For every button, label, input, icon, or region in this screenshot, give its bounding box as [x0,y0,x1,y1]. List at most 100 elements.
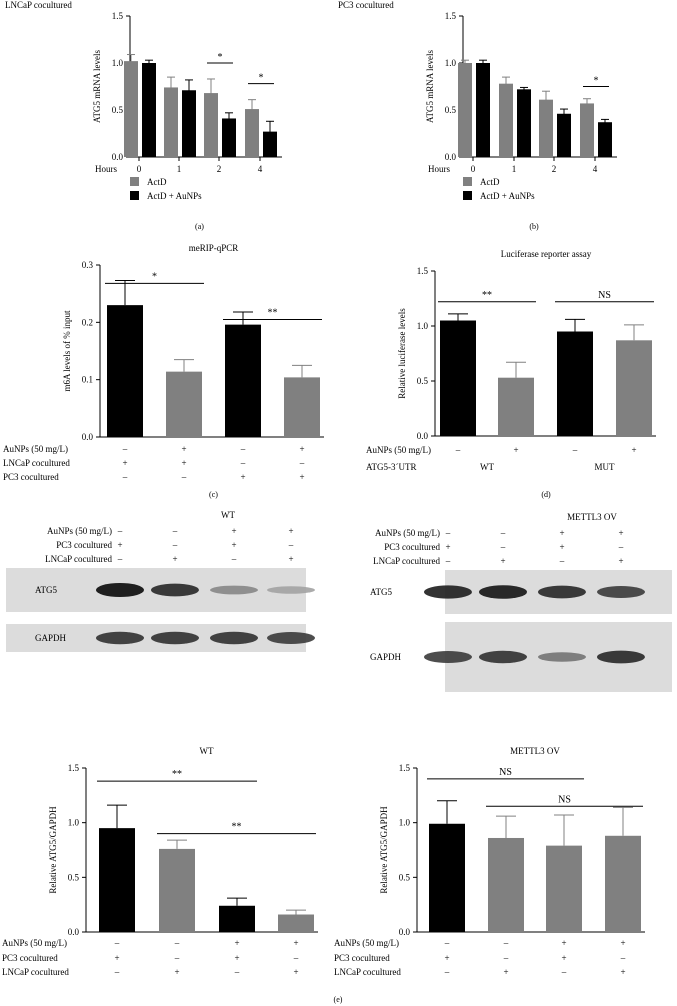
condition-row-label: PC3 cocultured [2,953,58,963]
legend-label: ActD [147,177,167,187]
blot-band [267,586,315,594]
condition-row-label: AuNPs (50 mg/L) [2,938,67,948]
significance-label: ** [268,307,278,318]
condition-row-label: PC3 cocultured [3,472,59,482]
y-tick-label: 1.0 [68,818,80,828]
blot-condition-value: – [172,540,178,550]
chart-b: PC3 cocultured 0.0 0.5 1.0 1.5 ATG5 mRNA leve… [338,0,617,231]
condition-value: + [620,967,625,977]
blot-band [479,585,527,599]
blot-condition-value: + [618,528,623,538]
condition-value: + [234,938,239,948]
bar [142,63,156,157]
condition-value: + [181,444,186,454]
legend-swatch [463,177,472,186]
blot-condition-value: + [231,526,236,536]
blot-row-label: LNCaP cocultured [373,556,440,566]
blot-condition-value: – [445,556,451,566]
condition-value: – [572,445,578,455]
blot-band [210,631,258,645]
blot-row-label: LNCaP cocultured [45,554,112,564]
legend-swatch [130,177,139,186]
y-tick-label: 0.0 [445,152,457,162]
bar [557,331,593,436]
y-tick-label: 0.0 [68,927,80,937]
significance-label: NS [499,767,512,778]
blot-condition-value: + [231,540,236,550]
x-axis-label: Hours [428,164,450,174]
condition-value: – [299,458,305,468]
legend-swatch [130,191,139,200]
bar [539,99,553,157]
blot-band-label: ATG5 [370,587,392,597]
blot-condition-value: + [117,540,122,550]
condition-value: + [513,445,518,455]
blot-condition-value: + [559,542,564,552]
blot-condition-value: – [117,526,123,536]
bar [580,103,594,157]
bar [182,90,196,157]
condition-value: – [114,938,120,948]
condition-value: – [444,967,450,977]
y-tick-label: 0.5 [417,376,429,386]
y-axis-label: Relative ATG5/GAPDH [48,806,58,894]
y-tick-label: 1.0 [399,818,411,828]
blot-row-label: PC3 cocultured [56,540,112,550]
group-label: MUT [595,462,616,472]
bar [99,828,135,932]
panel-label: (a) [195,222,204,231]
x-tick-label: 1 [177,164,182,174]
panel-label: (c) [209,490,218,499]
panel-label: (e) [334,995,343,1004]
blot-band [424,585,472,599]
blot-band-label: GAPDH [35,633,67,643]
blot-row-label: AuNPs (50 mg/L) [375,528,440,538]
blot-condition-value: – [445,528,451,538]
condition-value: – [181,472,187,482]
bar [476,63,490,157]
condition-value: + [293,938,298,948]
chart-title: WT [200,746,214,756]
legend-label: ActD + AuNPs [147,191,202,201]
y-tick-label: 0.0 [417,431,429,441]
legend-label: ActD + AuNPs [480,191,535,201]
blot-condition-value: + [288,554,293,564]
condition-value: + [114,953,119,963]
blot-band [96,583,144,597]
condition-value: + [299,472,304,482]
significance-label: ** [482,290,492,301]
bar [225,324,261,437]
x-tick-label: 0 [471,164,476,174]
condition-row-label: LNCaP cocultured [334,967,401,977]
chart-title: meRIP-qPCR [189,243,239,253]
bar [159,848,195,932]
condition-value: + [561,938,566,948]
blot-band [151,583,199,597]
chart-title: PC3 cocultured [338,0,394,10]
chart-d: Luciferase reporter assay 0.0 0.5 1.0 1.5 Rel… [366,249,656,499]
y-tick-label: 0.0 [82,432,94,442]
blot-condition-value: + [618,556,623,566]
y-tick-label: 0.5 [112,105,124,115]
condition-value: + [181,458,186,468]
blot-condition-value: – [117,554,123,564]
blot-condition-value: – [500,528,506,538]
bar [284,377,320,437]
condition-value: + [174,967,179,977]
condition-value: + [620,938,625,948]
bar [546,845,582,932]
blot-band [210,585,258,595]
bar [429,823,465,932]
x-axis-label: Hours [95,164,117,174]
blot-band [479,650,527,664]
condition-value: – [561,967,567,977]
y-axis-label: ATG5 mRNA levels [425,50,435,123]
blot-band [538,585,586,599]
panel-label: (d) [541,490,551,499]
blot-title: WT [221,510,235,520]
y-tick-label: 0.2 [82,317,93,327]
blot-band [96,631,144,645]
x-tick-label: 0 [137,164,142,174]
condition-value: + [240,472,245,482]
y-tick-label: 1.5 [417,266,429,276]
